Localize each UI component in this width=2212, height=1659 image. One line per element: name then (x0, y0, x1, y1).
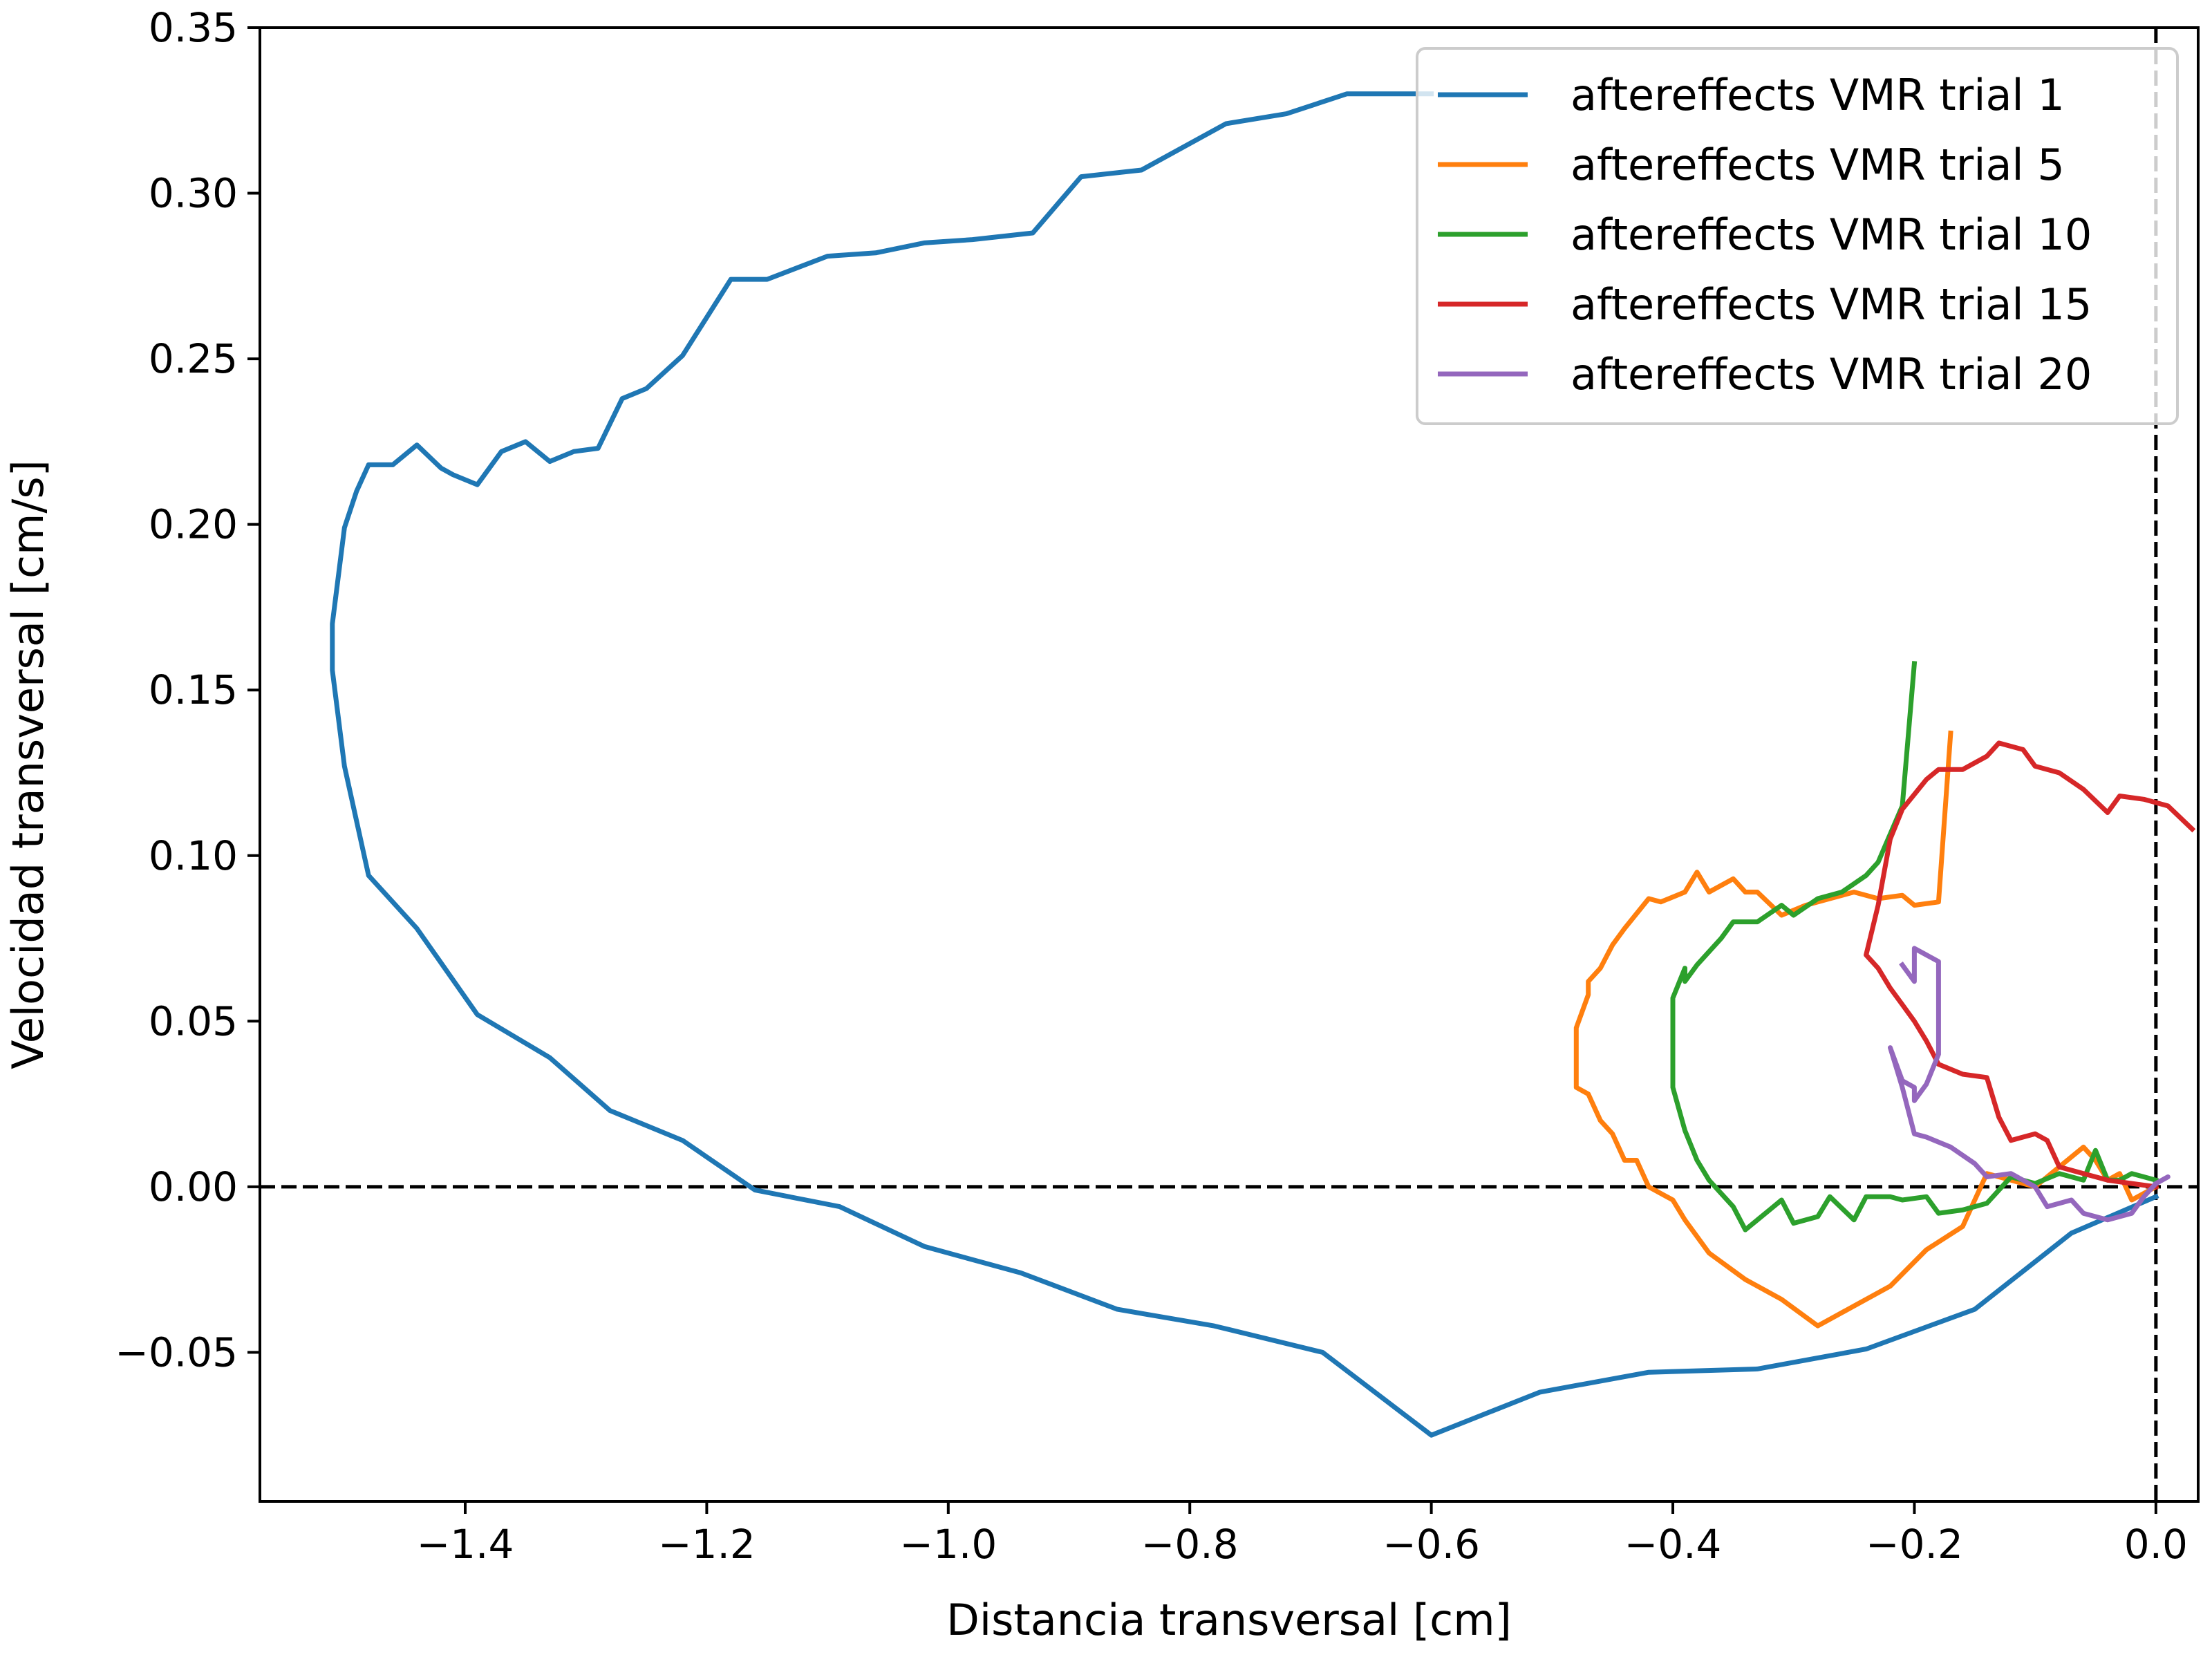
x-tick-label: −1.4 (417, 1521, 514, 1568)
plot-area-frame (259, 26, 2200, 1503)
y-tick-label: −0.05 (115, 1329, 238, 1376)
series-line-1 (330, 91, 2159, 1438)
legend: aftereffects VMR trial 1 aftereffects VMR… (1416, 47, 2179, 425)
x-tick-label: −0.6 (1382, 1521, 1480, 1568)
x-tick-label: −0.4 (1624, 1521, 1722, 1568)
y-axis-title: Velocidad transversal [cm/s] (3, 460, 53, 1069)
y-tick-label: 0.20 (149, 501, 238, 548)
y-tick-label: 0.15 (149, 666, 238, 713)
y-tick-label: 0.35 (149, 4, 238, 51)
y-tick-label: 0.00 (149, 1163, 238, 1210)
x-tick-label: −0.8 (1141, 1521, 1239, 1568)
x-tick-label: 0.0 (2124, 1521, 2188, 1568)
legend-label: aftereffects VMR trial 5 (1571, 140, 2065, 190)
y-tick-label: 0.05 (149, 997, 238, 1044)
x-tick-label: −0.2 (1866, 1521, 1963, 1568)
y-tick-label: 0.30 (149, 170, 238, 217)
legend-label: aftereffects VMR trial 10 (1571, 209, 2092, 260)
legend-label: aftereffects VMR trial 15 (1571, 279, 2092, 330)
y-axis-ticks: −0.05 0.00 0.05 0.10 0.15 0.20 0.25 0.30 0.35 (115, 4, 260, 1376)
series-line-4 (1864, 740, 2196, 1190)
legend-label: aftereffects VMR trial 20 (1571, 349, 2092, 400)
x-axis-title: Distancia transversal [cm] (946, 1595, 1512, 1645)
y-tick-label: 0.10 (149, 832, 238, 879)
legend-box (1416, 47, 2179, 425)
series-line-3 (1670, 661, 2159, 1232)
series-layer (330, 91, 2196, 1438)
y-tick-label: 0.25 (149, 335, 238, 382)
series-line-5 (1888, 946, 2171, 1223)
x-axis-ticks: −1.4 −1.2 −1.0 −0.8 −0.6 −0.4 −0.2 0.0 (417, 1501, 2188, 1568)
x-tick-label: −1.2 (658, 1521, 756, 1568)
legend-label: aftereffects VMR trial 1 (1571, 70, 2065, 120)
x-tick-label: −1.0 (899, 1521, 997, 1568)
